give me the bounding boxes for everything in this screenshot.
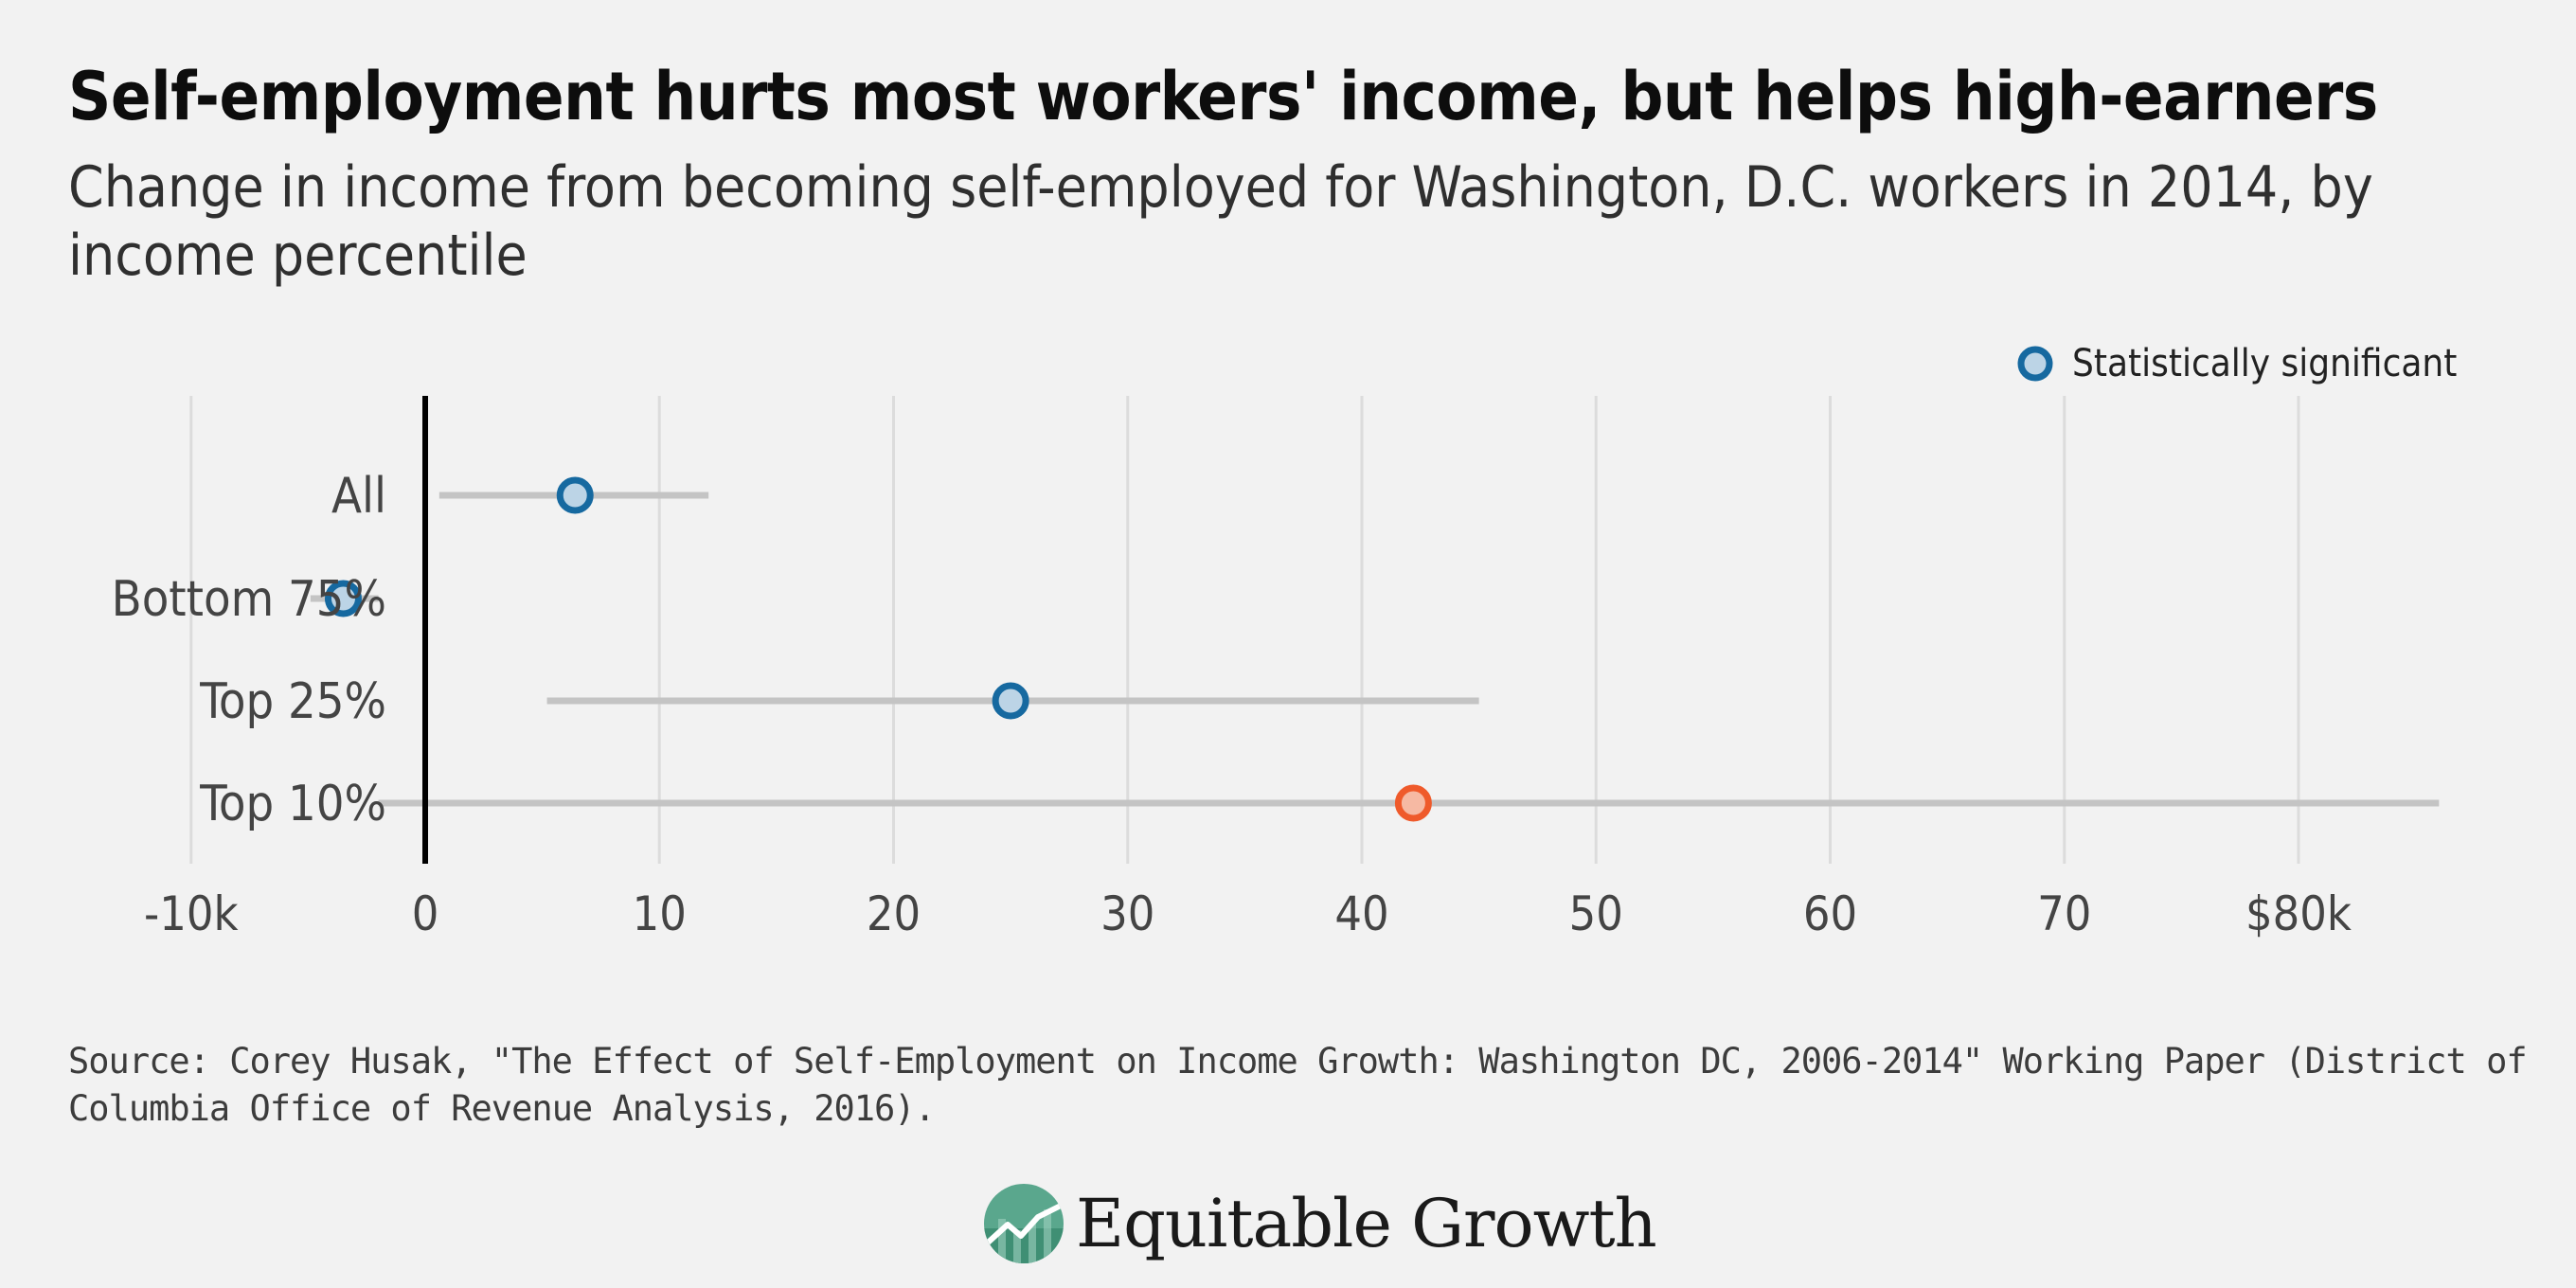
logo: Equitable Growth [981,1178,1657,1269]
category-label: Top 25% [199,673,386,730]
data-points [324,476,1432,822]
x-tick-label: 50 [1569,886,1623,941]
significant-point [992,682,1029,720]
legend-marker [2017,346,2053,382]
legend: Statistically significant [2017,342,2457,385]
category-labels: All Bottom 75% Top 25% Top 10% [112,468,386,832]
grid-lines [189,396,2300,864]
x-tick-label: $80k [2245,886,2352,941]
significant-point [556,476,594,514]
chart-subtitle: Change in income from becoming self-empl… [68,154,2373,289]
growth-logo-icon [984,1184,1064,1263]
x-tick-label: 10 [633,886,687,941]
category-label: All [331,468,386,525]
x-tick-label: 20 [867,886,921,941]
x-tick-label: 30 [1100,886,1154,941]
chart-title: Self-employment hurts most workers' inco… [68,58,2378,135]
not-significant-point [1394,784,1432,822]
significant-point [324,580,362,617]
x-tick-label: 60 [1803,886,1857,941]
x-tick-label: 0 [412,886,439,941]
x-tick-label: 40 [1334,886,1388,941]
category-label: Top 10% [199,776,386,832]
logo-text: Equitable Growth [1076,1185,1657,1262]
source-note: Source: Corey Husak, "The Effect of Self… [68,1041,2528,1129]
category-label: Bottom 75% [112,571,386,628]
x-tick-label: -10k [144,886,239,941]
range-lines [310,492,2440,807]
x-tick-label: 70 [2037,886,2091,941]
x-tick-labels: -10k 0 10 20 30 40 50 60 70 $80k [144,886,2352,941]
legend-label: Statistically significant [2072,342,2457,385]
